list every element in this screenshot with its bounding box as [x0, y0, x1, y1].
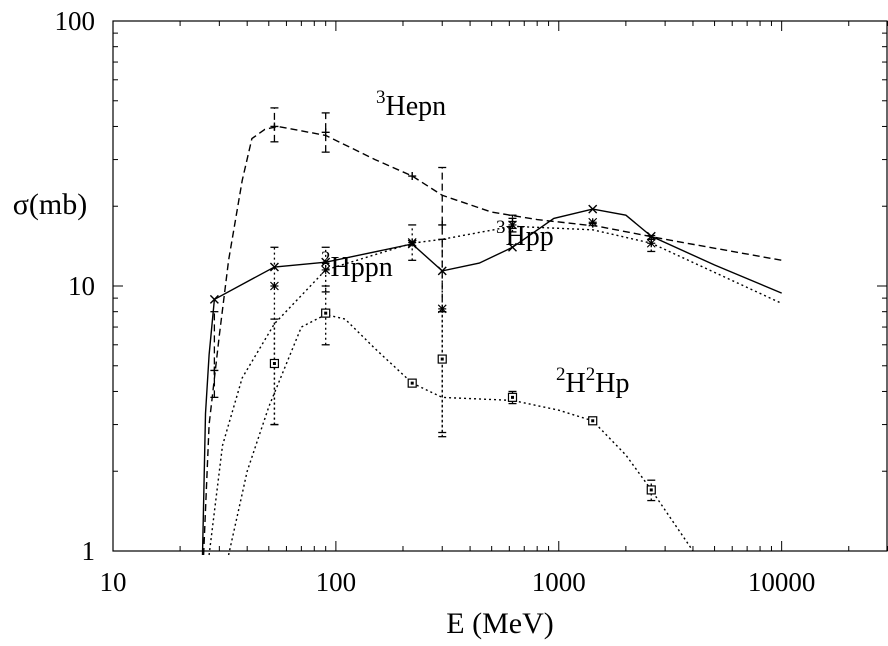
data-point — [321, 128, 330, 137]
data-point — [407, 238, 417, 247]
plot-frame — [112, 20, 888, 552]
data-point — [270, 122, 279, 131]
data-point-center — [272, 361, 276, 365]
y-tick-label: 10 — [68, 271, 95, 301]
series-layer — [201, 107, 782, 556]
series-4 — [227, 285, 694, 556]
data-point — [269, 262, 279, 272]
series-line — [201, 208, 782, 556]
x-tick-label: 100 — [316, 567, 357, 597]
x-tick-label: 10000 — [748, 567, 816, 597]
data-point-center — [410, 381, 414, 385]
tick-marks — [112, 20, 888, 552]
data-point — [270, 281, 279, 291]
data-point-center — [649, 488, 653, 492]
data-point-center — [324, 311, 328, 315]
data-point — [438, 220, 447, 229]
data-point — [646, 238, 656, 248]
data-point — [437, 304, 447, 314]
data-point-center — [510, 395, 514, 399]
series-line — [202, 125, 782, 556]
data-point — [210, 366, 219, 375]
series-label-1: 3Hepn — [376, 87, 446, 122]
data-point — [588, 204, 598, 214]
data-point — [408, 172, 417, 181]
series-line — [208, 225, 782, 556]
series-1 — [202, 107, 782, 556]
series-2 — [201, 204, 782, 556]
series-label-4: 2H2Hp — [556, 364, 629, 399]
series-label-2: 3Hpp — [496, 217, 554, 252]
data-point — [321, 265, 331, 275]
data-point — [209, 294, 219, 304]
y-tick-label: 100 — [55, 6, 96, 36]
series-line — [227, 313, 694, 556]
data-point — [508, 242, 517, 252]
series-labels: 3Hepn 3Hpp 2Hppn 2H2Hp — [321, 87, 629, 399]
x-tick-label: 10 — [100, 567, 127, 597]
data-point — [588, 217, 598, 227]
y-axis-title: σ(mb) — [13, 188, 88, 221]
axes — [112, 20, 888, 552]
x-tick-label: 1000 — [532, 567, 586, 597]
x-axis-title: E (MeV) — [446, 607, 553, 640]
data-point-center — [440, 357, 444, 361]
series-3 — [208, 217, 782, 556]
y-tick-label: 1 — [82, 536, 96, 566]
series-label-3: 2Hppn — [321, 248, 393, 283]
data-point — [321, 257, 331, 267]
data-point-center — [591, 419, 595, 423]
data-point — [508, 220, 517, 230]
